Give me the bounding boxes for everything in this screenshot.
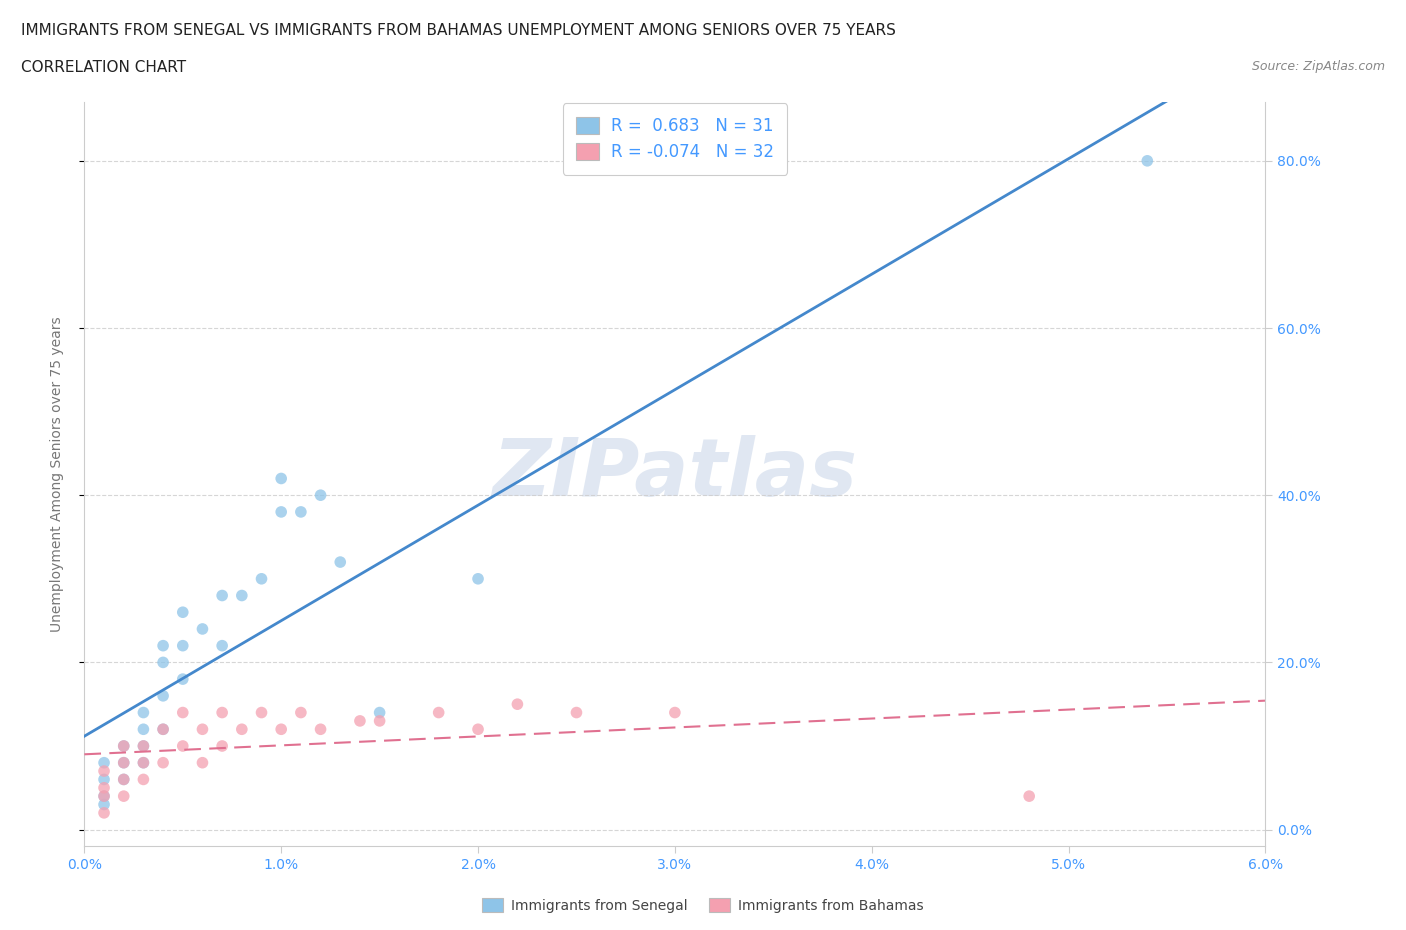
Point xyxy=(270,471,292,485)
Point xyxy=(152,688,174,703)
Point xyxy=(349,713,371,728)
Point xyxy=(132,738,155,753)
Point xyxy=(506,697,529,711)
Point xyxy=(250,571,273,586)
Point xyxy=(250,705,273,720)
Point xyxy=(172,604,194,619)
Point xyxy=(664,705,686,720)
Point xyxy=(172,671,194,686)
Point xyxy=(112,755,135,770)
Text: ZIPatlas: ZIPatlas xyxy=(492,435,858,513)
Point xyxy=(93,772,115,787)
Text: Source: ZipAtlas.com: Source: ZipAtlas.com xyxy=(1251,60,1385,73)
Point xyxy=(112,738,135,753)
Point xyxy=(132,722,155,737)
Point xyxy=(211,705,233,720)
Point xyxy=(172,738,194,753)
Y-axis label: Unemployment Among Seniors over 75 years: Unemployment Among Seniors over 75 years xyxy=(49,316,63,632)
Point xyxy=(270,722,292,737)
Point xyxy=(270,504,292,519)
Legend: Immigrants from Senegal, Immigrants from Bahamas: Immigrants from Senegal, Immigrants from… xyxy=(477,893,929,919)
Point xyxy=(211,588,233,603)
Point xyxy=(565,705,588,720)
Point xyxy=(211,638,233,653)
Point xyxy=(309,487,332,502)
Point xyxy=(290,504,312,519)
Point xyxy=(368,705,391,720)
Point xyxy=(172,705,194,720)
Point xyxy=(172,638,194,653)
Point xyxy=(290,705,312,720)
Point xyxy=(112,772,135,787)
Point xyxy=(329,554,352,569)
Point xyxy=(93,780,115,795)
Point xyxy=(152,638,174,653)
Point xyxy=(132,755,155,770)
Point xyxy=(231,722,253,737)
Point xyxy=(93,805,115,820)
Point xyxy=(191,755,214,770)
Point xyxy=(368,713,391,728)
Point xyxy=(152,755,174,770)
Point xyxy=(132,772,155,787)
Point xyxy=(93,764,115,778)
Point xyxy=(93,797,115,812)
Point xyxy=(112,755,135,770)
Text: IMMIGRANTS FROM SENEGAL VS IMMIGRANTS FROM BAHAMAS UNEMPLOYMENT AMONG SENIORS OV: IMMIGRANTS FROM SENEGAL VS IMMIGRANTS FR… xyxy=(21,23,896,38)
Point xyxy=(132,755,155,770)
Point xyxy=(1018,789,1040,804)
Point xyxy=(93,789,115,804)
Point xyxy=(191,722,214,737)
Point xyxy=(467,722,489,737)
Point xyxy=(132,705,155,720)
Point xyxy=(467,571,489,586)
Point xyxy=(231,588,253,603)
Point xyxy=(112,789,135,804)
Point xyxy=(152,722,174,737)
Point xyxy=(1136,153,1159,168)
Point xyxy=(152,655,174,670)
Text: CORRELATION CHART: CORRELATION CHART xyxy=(21,60,186,75)
Point xyxy=(211,738,233,753)
Point xyxy=(112,738,135,753)
Point xyxy=(191,621,214,636)
Point xyxy=(309,722,332,737)
Legend: R =  0.683   N = 31, R = -0.074   N = 32: R = 0.683 N = 31, R = -0.074 N = 32 xyxy=(562,103,787,175)
Point xyxy=(112,772,135,787)
Point xyxy=(427,705,450,720)
Point xyxy=(132,738,155,753)
Point xyxy=(152,722,174,737)
Point xyxy=(93,755,115,770)
Point xyxy=(93,789,115,804)
